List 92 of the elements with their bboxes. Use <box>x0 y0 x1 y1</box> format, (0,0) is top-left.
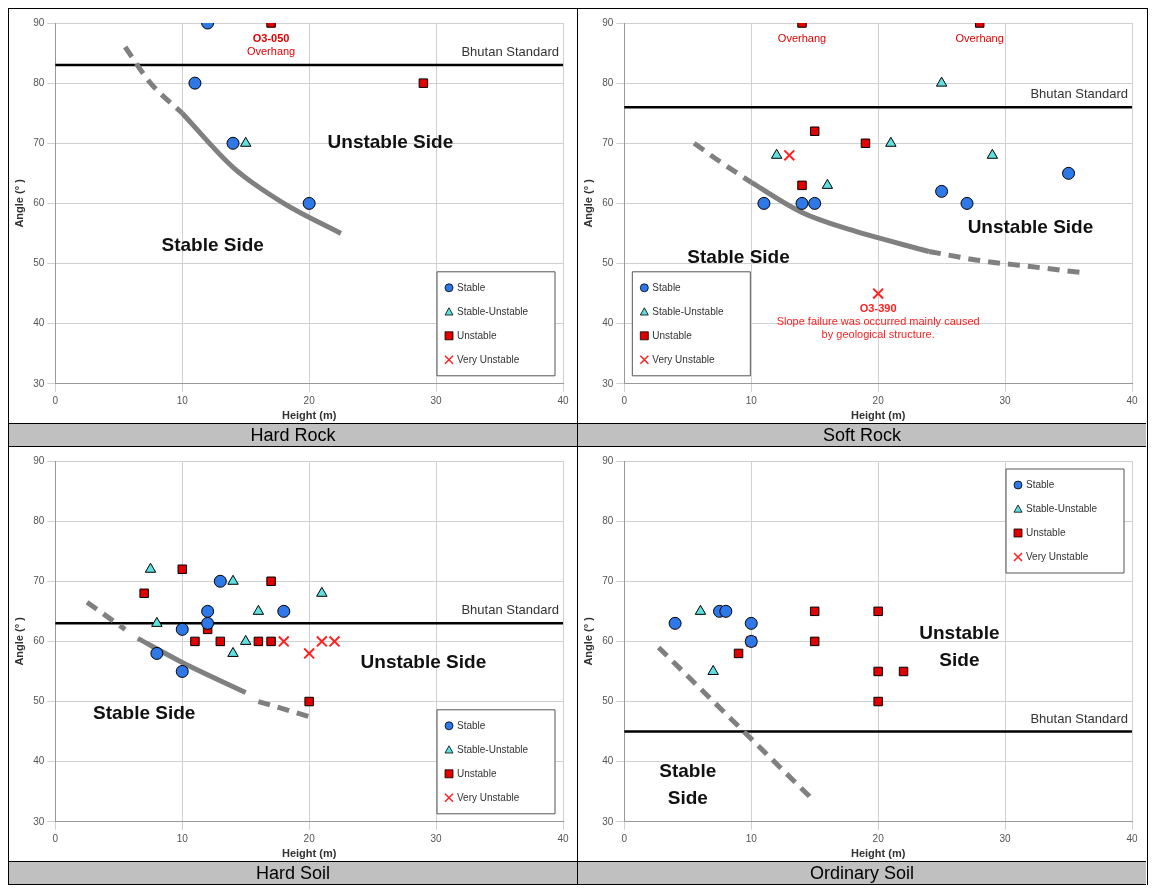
x-tick-label: 30 <box>999 832 1012 844</box>
y-tick-label: 50 <box>602 257 614 269</box>
y-tick-label: 60 <box>602 635 614 647</box>
annotation: Overhang <box>777 31 827 44</box>
x-tick-label: 20 <box>872 394 885 406</box>
legend-label: Very Unstable <box>1026 550 1089 562</box>
x-tick-label: 30 <box>999 394 1012 406</box>
x-tick-label: 10 <box>745 832 758 844</box>
text: Soft Rock <box>578 423 1146 446</box>
y-tick-label: 30 <box>33 815 45 827</box>
ref-line-label: Bhutan Standard <box>461 44 559 60</box>
x-axis-title: Height (m) <box>281 847 337 860</box>
x-tick-label: 0 <box>52 832 59 844</box>
y-tick-label: 30 <box>602 377 614 389</box>
ref-line-label: Bhutan Standard <box>1030 86 1128 102</box>
x-tick-label: 10 <box>176 394 189 406</box>
y-axis-title: Angle (° ) <box>581 616 594 666</box>
x-tick-label: 20 <box>303 394 316 406</box>
ref-line-label: Bhutan Standard <box>1030 710 1128 726</box>
y-axis-title: Angle (° ) <box>12 616 25 666</box>
y-tick-label: 40 <box>33 317 45 329</box>
x-tick-label: 20 <box>872 832 885 844</box>
x-tick-label: 40 <box>557 832 569 844</box>
y-tick-label: 80 <box>602 514 614 526</box>
legend-label: Very Unstable <box>652 353 716 365</box>
y-tick-label: 60 <box>33 635 45 647</box>
y-tick-label: 90 <box>602 454 614 466</box>
x-tick-label: 0 <box>621 394 628 406</box>
ref-line-label: Bhutan Standard <box>461 602 559 618</box>
legend-label: Unstable <box>652 329 693 341</box>
annotation: Stable Side <box>687 245 790 267</box>
x-axis-title: Height (m) <box>850 409 906 422</box>
annotation: Stable Side <box>659 760 717 809</box>
y-tick-label: 80 <box>602 76 614 88</box>
legend-label: Stable-Unstable <box>652 305 724 317</box>
x-tick-label: 0 <box>621 832 628 844</box>
y-tick-label: 90 <box>33 454 45 466</box>
y-tick-label: 30 <box>33 377 45 389</box>
y-tick-label: 40 <box>602 755 614 767</box>
y-tick-label: 50 <box>33 257 45 269</box>
annotation: O3-050 Overhang <box>246 31 296 57</box>
annotation: Stable Side <box>161 233 264 255</box>
x-tick-label: 40 <box>1126 394 1138 406</box>
legend-label: Unstable <box>457 329 497 341</box>
text: Hard Soil <box>9 861 577 884</box>
annotation: Overhang <box>955 31 1004 44</box>
annotation: Unstable Side <box>327 131 454 153</box>
x-tick-label: 40 <box>1126 832 1138 844</box>
annotation: Unstable Side <box>919 622 1000 671</box>
legend-label: Stable <box>652 281 682 293</box>
text: Hard Rock <box>9 423 577 446</box>
y-tick-label: 60 <box>33 197 45 209</box>
y-tick-label: 70 <box>33 137 45 149</box>
y-tick-label: 80 <box>33 76 45 88</box>
y-tick-label: 40 <box>33 755 45 767</box>
y-tick-label: 90 <box>602 16 614 28</box>
legend-label: Stable-Unstable <box>1026 502 1098 514</box>
y-axis-title: Angle (° ) <box>12 178 25 228</box>
y-tick-label: 50 <box>602 695 614 707</box>
x-axis-title: Height (m) <box>850 847 906 860</box>
x-tick-label: 0 <box>52 394 59 406</box>
x-tick-label: 10 <box>176 832 189 844</box>
legend-label: Stable <box>457 719 486 731</box>
y-tick-label: 80 <box>33 514 45 526</box>
annotation: Unstable Side <box>967 215 1094 237</box>
x-tick-label: 40 <box>557 394 569 406</box>
legend-label: Very Unstable <box>457 353 520 365</box>
legend-label: Very Unstable <box>457 791 520 803</box>
y-tick-label: 30 <box>602 815 614 827</box>
legend-label: Unstable <box>457 767 497 779</box>
annotation: Unstable Side <box>360 650 487 672</box>
legend-label: Stable-Unstable <box>457 743 529 755</box>
text: Ordinary Soil <box>578 861 1146 884</box>
y-tick-label: 60 <box>602 197 614 209</box>
legend-label: Unstable <box>1026 526 1066 538</box>
y-tick-label: 40 <box>602 317 614 329</box>
legend-label: Stable <box>1026 478 1055 490</box>
y-axis-title: Angle (° ) <box>581 178 594 228</box>
legend-label: Stable-Unstable <box>457 305 529 317</box>
y-tick-label: 70 <box>33 575 45 587</box>
y-tick-label: 70 <box>602 575 614 587</box>
x-tick-label: 10 <box>745 394 758 406</box>
y-tick-label: 70 <box>602 137 614 149</box>
x-tick-label: 30 <box>430 394 443 406</box>
legend-label: Stable <box>457 281 486 293</box>
x-tick-label: 20 <box>303 832 316 844</box>
y-tick-label: 50 <box>33 695 45 707</box>
x-tick-label: 30 <box>430 832 443 844</box>
y-tick-label: 90 <box>33 16 45 28</box>
x-axis-title: Height (m) <box>281 409 337 422</box>
annotation: Stable Side <box>92 701 196 723</box>
annotation: O3-390 Slope failure was occurred mainly caused by geological structure. <box>776 302 980 341</box>
